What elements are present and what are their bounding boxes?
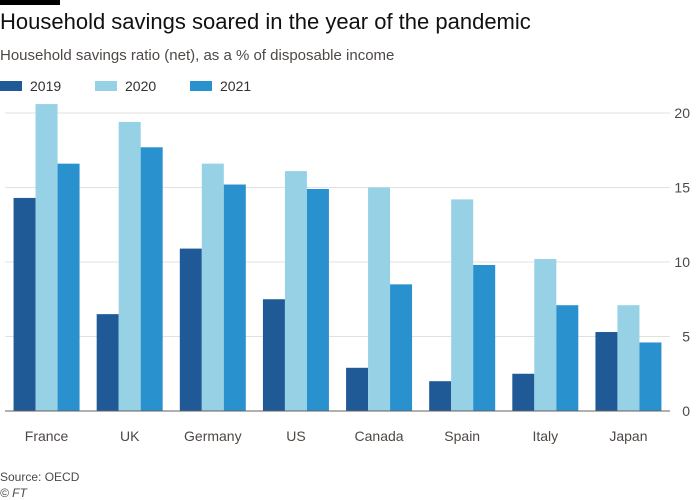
bar-chart: 0 5 10 15 20 France UK Germany US Canada Spain Ital… (5, 104, 690, 444)
legend-label-2020: 2020 (125, 78, 157, 94)
x-category-label-japan: Japan (609, 428, 647, 444)
y-tick-label-0: 0 (682, 403, 690, 419)
x-category-label-germany: Germany (184, 428, 242, 444)
bar-japan-2021 (639, 342, 662, 411)
legend-swatch-2020 (95, 81, 117, 91)
bar-us-2019 (262, 299, 285, 411)
header-accent-rule (0, 0, 60, 5)
bar-spain-2021 (473, 264, 496, 411)
bar-spain-2019 (429, 381, 452, 411)
bar-canada-2020 (368, 187, 391, 411)
bar-uk-2021 (140, 147, 163, 411)
bar-france-2020 (35, 104, 58, 411)
legend-label-2021: 2021 (220, 78, 252, 94)
y-tick-label-15: 15 (674, 180, 690, 196)
y-tick-label-5: 5 (682, 329, 690, 345)
x-category-label-italy: Italy (532, 428, 558, 444)
chart-title: Household savings soared in the year of … (0, 9, 531, 34)
source-note: Source: OECD (0, 470, 80, 484)
chart-subtitle: Household savings ratio (net), as a % of… (0, 47, 395, 64)
credit-note: © FT (0, 486, 27, 500)
bar-germany-2021 (223, 184, 246, 411)
bar-canada-2021 (390, 284, 413, 411)
bar-us-2021 (306, 188, 329, 411)
x-category-label-us: US (286, 428, 305, 444)
legend-label-2019: 2019 (30, 78, 62, 94)
legend-item-2019: 2019 (0, 78, 61, 94)
legend-swatch-2019 (0, 81, 22, 91)
bars (13, 104, 662, 411)
legend-item-2021: 2021 (190, 78, 251, 94)
bar-us-2020 (284, 171, 307, 411)
bar-japan-2020 (617, 305, 640, 411)
bar-germany-2019 (179, 248, 202, 411)
bar-germany-2020 (201, 163, 224, 411)
legend-item-2020: 2020 (95, 78, 156, 94)
bar-france-2021 (57, 163, 80, 411)
x-category-label-france: France (25, 428, 69, 444)
y-tick-label-20: 20 (674, 105, 690, 121)
bar-spain-2020 (451, 199, 474, 411)
bar-italy-2020 (534, 259, 557, 411)
x-category-label-uk: UK (120, 428, 140, 444)
x-category-label-spain: Spain (444, 428, 480, 444)
bar-japan-2019 (595, 332, 618, 411)
y-tick-label-10: 10 (674, 254, 690, 270)
x-category-label-canada: Canada (355, 428, 404, 444)
bar-italy-2021 (556, 305, 579, 411)
bar-canada-2019 (346, 367, 369, 411)
bar-france-2019 (13, 197, 36, 411)
bar-uk-2020 (118, 121, 141, 411)
axes: 0 5 10 15 20 France UK Germany US Canada Spain Ital… (5, 105, 690, 444)
legend-swatch-2021 (190, 81, 212, 91)
bar-italy-2019 (512, 373, 535, 411)
gridlines (5, 112, 670, 337)
bar-uk-2019 (96, 314, 119, 411)
